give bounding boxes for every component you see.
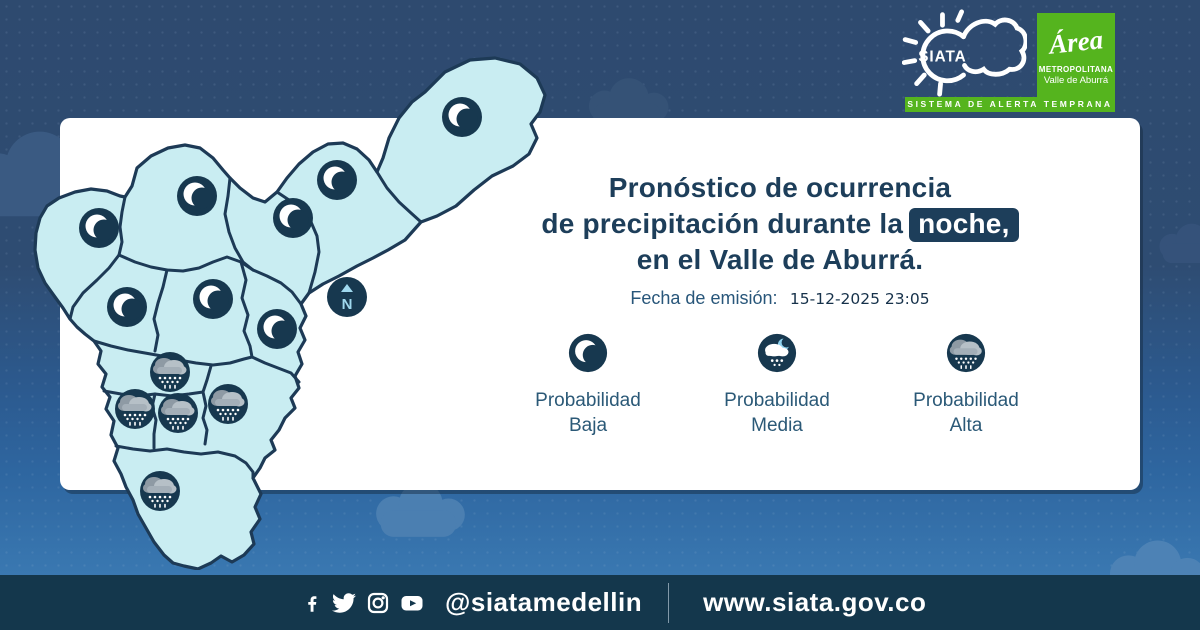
moon-marker <box>177 176 217 216</box>
website-url[interactable]: www.siata.gov.co <box>703 587 927 617</box>
title-line2: de precipitación durante la noche, <box>470 206 1090 242</box>
legend-item-baja: Probabilidad Baja <box>498 332 678 438</box>
cloud-bottom-center-icon <box>376 482 465 537</box>
siata-logo-text: SIATA <box>918 49 966 66</box>
legend-value: Baja <box>568 415 608 436</box>
moon-marker <box>257 309 297 349</box>
area-logo-script: Área <box>1047 24 1105 60</box>
social-handle[interactable]: @siatamedellin <box>445 587 643 617</box>
moon-icon <box>568 333 608 373</box>
legend-label: Probabilidad <box>913 390 1019 411</box>
moon-marker <box>442 97 482 137</box>
social-icons <box>302 591 425 615</box>
legend-item-media: Probabilidad Media <box>687 332 867 438</box>
footer-bar: @siatamedellin www.siata.gov.co <box>0 575 1200 630</box>
forecast-title: Pronóstico de ocurrencia de precipitació… <box>470 170 1090 278</box>
moon-marker <box>107 287 147 327</box>
area-logo-line1: METROPOLITANA <box>1038 65 1114 74</box>
siata-logo: SIATA <box>902 9 1027 97</box>
legend-label: Probabilidad <box>535 390 641 411</box>
north-indicator: N <box>327 277 367 317</box>
rain-marker <box>149 351 191 393</box>
moon-marker <box>193 279 233 319</box>
moon-marker <box>79 208 119 248</box>
cloud-heavy-rain-icon <box>946 333 986 373</box>
rain-marker <box>139 470 181 512</box>
rain-marker <box>114 388 156 430</box>
emission-date: Fecha de emisión: 15-12-2025 23:05 <box>470 288 1090 309</box>
north-label: N <box>342 296 353 313</box>
footer-divider <box>668 582 670 623</box>
cloud-right-icon <box>1159 223 1200 264</box>
rain-marker <box>207 383 249 425</box>
area-metropolitana-logo: Área METROPOLITANA Valle de Aburrá <box>1037 13 1115 97</box>
facebook-icon[interactable] <box>302 591 322 615</box>
legend-item-alta: Probabilidad Alta <box>876 332 1056 438</box>
title-line1: Pronóstico de ocurrencia <box>608 172 952 203</box>
legend-value: Media <box>751 415 803 436</box>
title-line2-prefix: de precipitación durante la <box>541 208 904 239</box>
youtube-icon[interactable] <box>399 591 425 615</box>
twitter-icon[interactable] <box>331 591 357 615</box>
moon-marker <box>273 198 313 238</box>
area-logo-line2: Valle de Aburrá <box>1043 75 1109 86</box>
moon-marker <box>317 160 357 200</box>
aburra-valley-map: N <box>33 56 547 570</box>
legend-value: Alta <box>949 415 983 436</box>
probability-legend: Probabilidad Baja Probabilidad Media <box>498 332 1056 438</box>
valley-outline <box>33 56 547 570</box>
rain-marker <box>157 392 199 434</box>
cloud-moon-rain-icon <box>757 333 797 373</box>
legend-label: Probabilidad <box>724 390 830 411</box>
title-line3: en el Valle de Aburrá. <box>636 244 924 275</box>
emission-label: Fecha de emisión: <box>630 288 778 308</box>
siata-tagline: SISTEMA DE ALERTA TEMPRANA <box>905 97 1115 112</box>
title-highlight: noche, <box>909 208 1019 242</box>
instagram-icon[interactable] <box>366 591 390 615</box>
emission-value: 15-12-2025 23:05 <box>789 290 930 308</box>
